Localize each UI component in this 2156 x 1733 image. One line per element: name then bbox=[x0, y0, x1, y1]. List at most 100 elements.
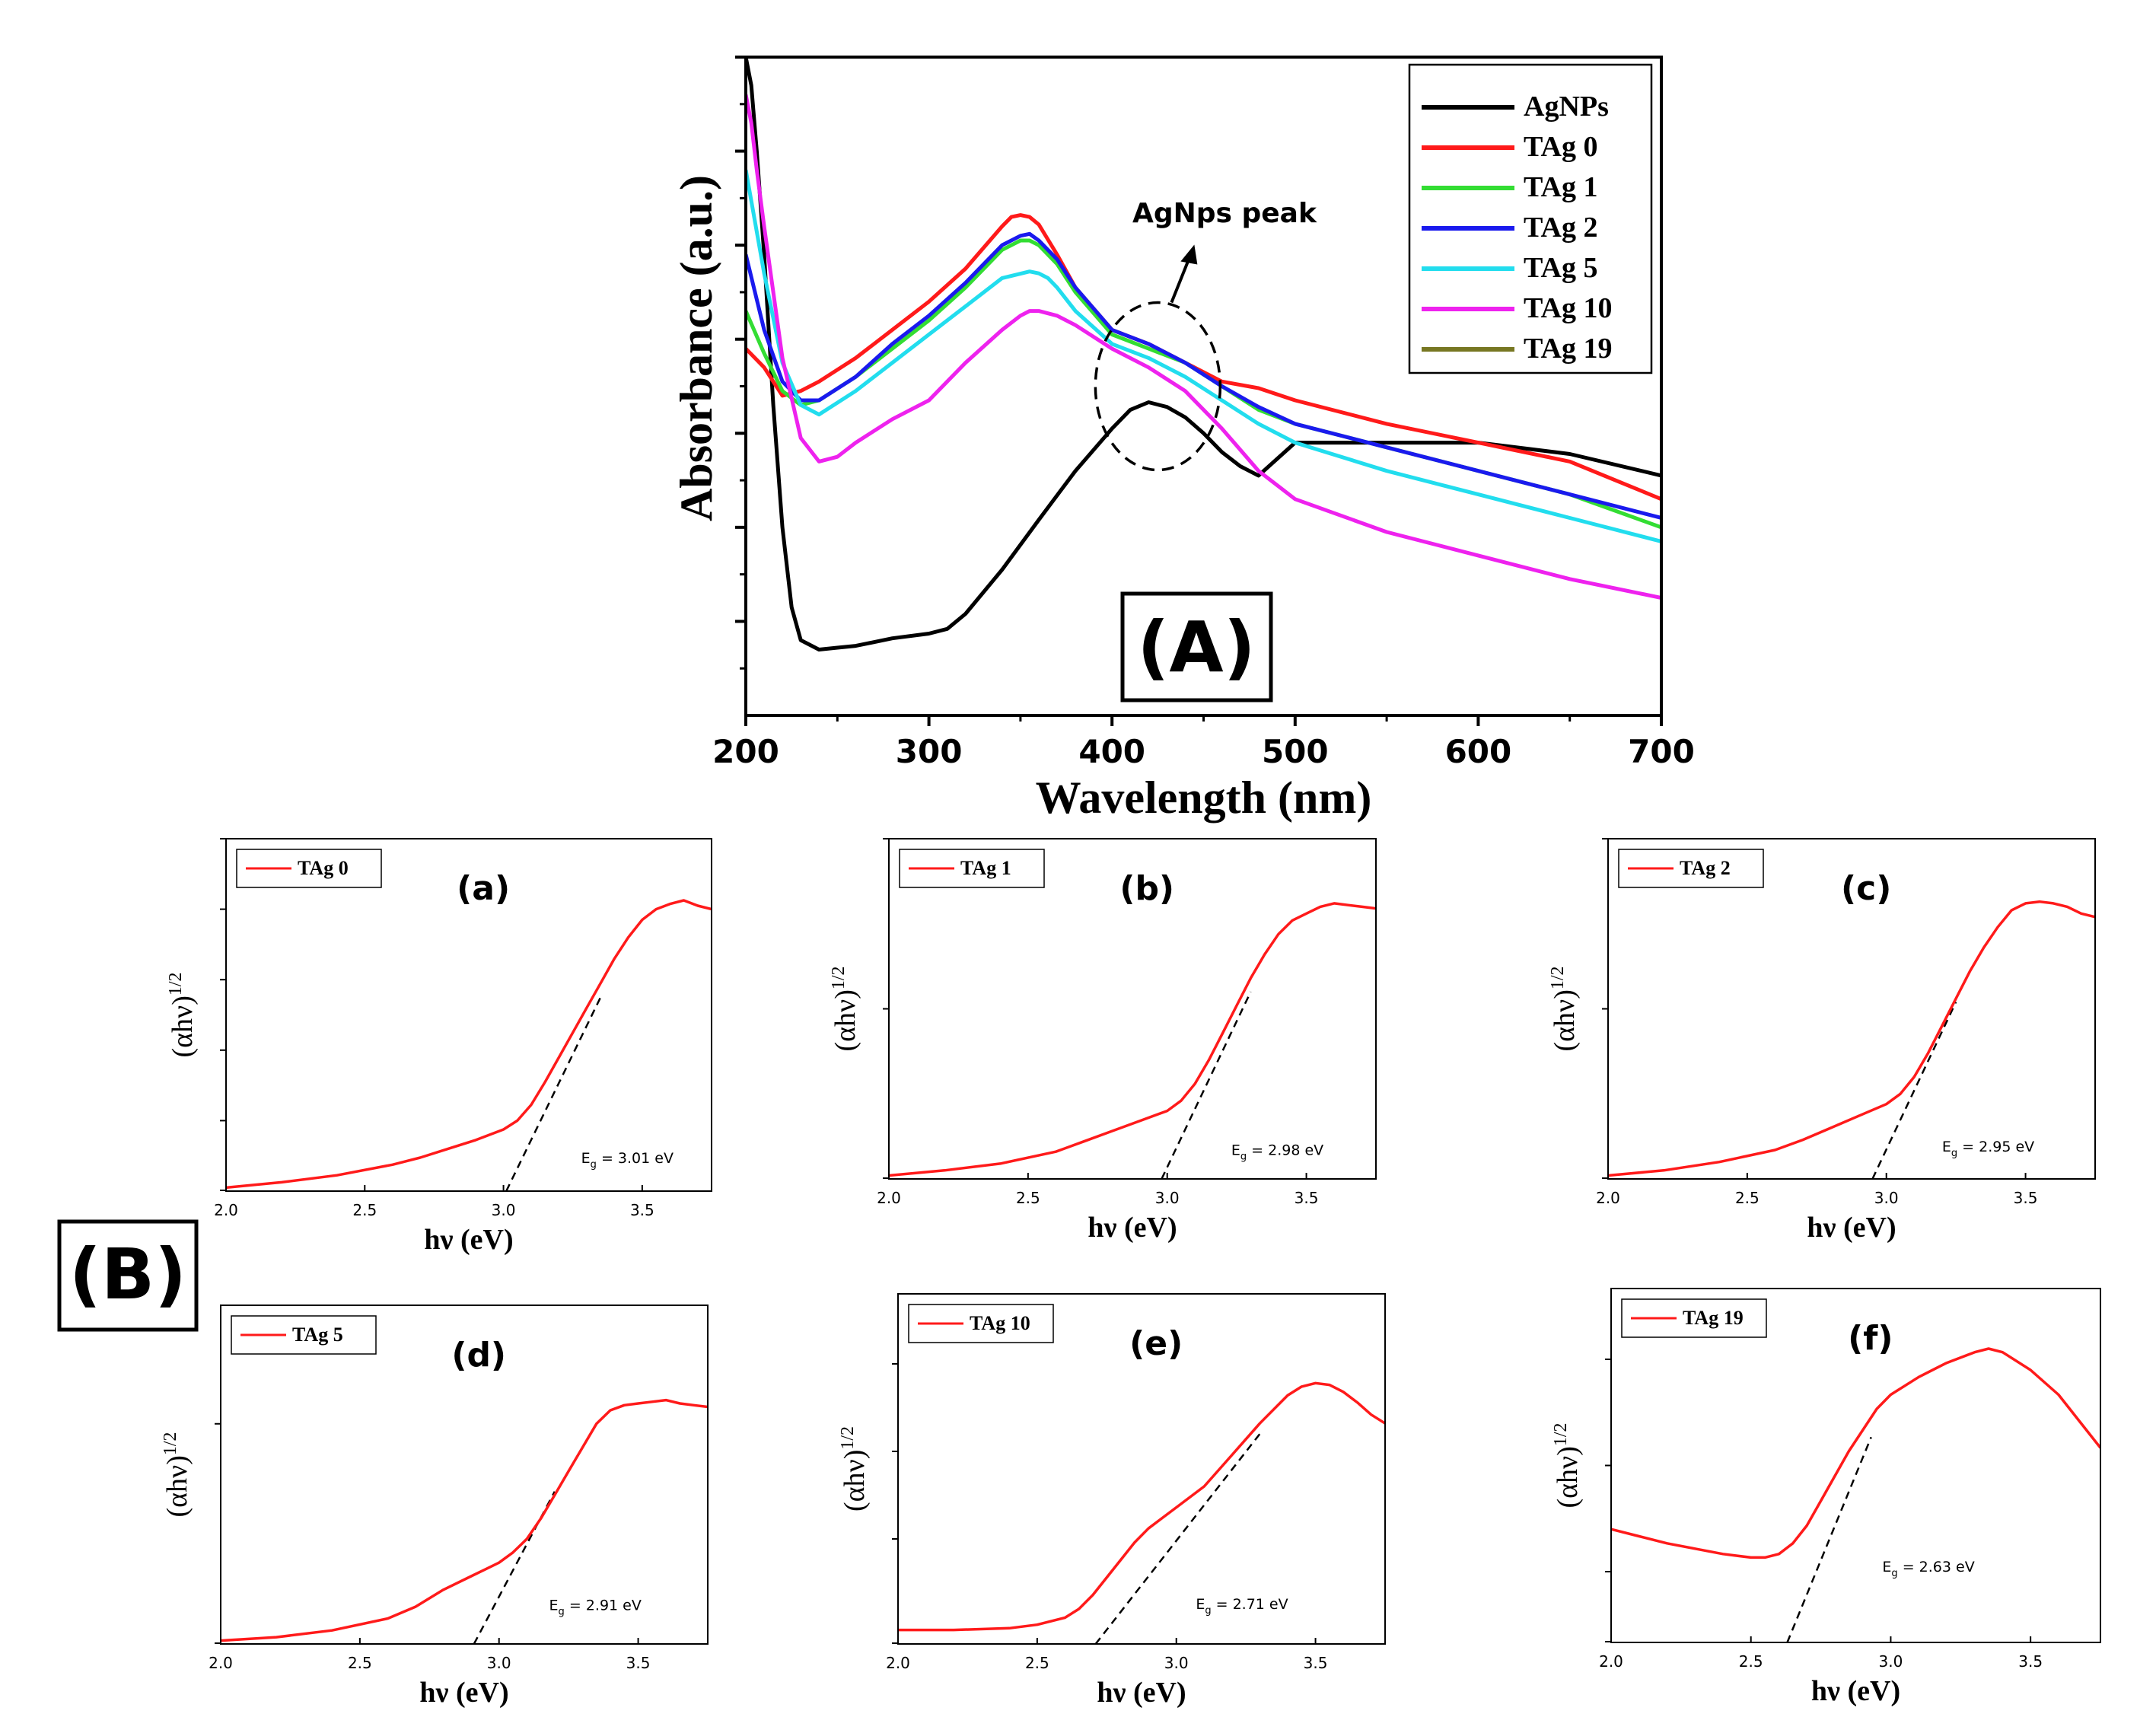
plot-frame bbox=[225, 838, 712, 1192]
tangent-line bbox=[505, 996, 602, 1191]
series-line-tag-0 bbox=[746, 213, 1661, 502]
x-tick-label: 3.5 bbox=[1295, 1189, 1319, 1207]
x-tick-label: 3.5 bbox=[630, 1201, 654, 1219]
inset-legend: TAg 10 bbox=[908, 1304, 1054, 1343]
x-tick-label: 2.5 bbox=[1739, 1652, 1763, 1671]
x-tick-label: 2.0 bbox=[1599, 1652, 1623, 1671]
legend-label: TAg 19 bbox=[1524, 333, 1612, 365]
y-axis-title: (αhν)1/2 bbox=[838, 1426, 871, 1512]
x-tick-label: 3.0 bbox=[1879, 1652, 1903, 1671]
inset-legend: TAg 5 bbox=[231, 1315, 377, 1355]
inset-legend: TAg 0 bbox=[236, 849, 382, 888]
main-legend: AgNPs TAg 0 TAg 1 TAg 2 TAg 5 TAg 10 TAg 19 bbox=[1408, 63, 1653, 374]
legend-label: TAg 10 bbox=[1524, 292, 1612, 324]
series-line-tag-0 bbox=[226, 899, 712, 1190]
series-line-tag-10 bbox=[898, 1381, 1385, 1632]
series-line-tag-5 bbox=[746, 169, 1661, 543]
x-tick-label: 2.5 bbox=[352, 1201, 377, 1219]
y-axis-title: (αhν)1/2 bbox=[1551, 1422, 1584, 1508]
tangent-line bbox=[1094, 1433, 1261, 1644]
y-axis-title: (αhν)1/2 bbox=[166, 972, 199, 1057]
x-tick-label: 3.5 bbox=[2014, 1189, 2038, 1207]
x-tick-label: 600 bbox=[1445, 733, 1512, 770]
x-tick-label: 700 bbox=[1628, 733, 1695, 770]
x-tick-label: 200 bbox=[712, 733, 779, 770]
x-tick-label: 2.5 bbox=[1016, 1189, 1040, 1207]
series-line-tag-19 bbox=[1611, 1347, 2100, 1559]
tangent-line bbox=[1161, 991, 1252, 1179]
panel-label-a: (a) bbox=[457, 869, 510, 908]
panel-a-label: (A) bbox=[1120, 591, 1273, 702]
bandgap-annotation: Eg = 2.71 eV bbox=[1196, 1596, 1288, 1617]
y-axis-title: (αhν)1/2 bbox=[161, 1432, 193, 1517]
plot-frame bbox=[220, 1305, 709, 1645]
x-tick-label: 3.5 bbox=[626, 1654, 651, 1672]
bandgap-annotation: Eg = 2.98 eV bbox=[1231, 1142, 1323, 1163]
x-tick-label: 3.0 bbox=[1164, 1654, 1189, 1672]
inset-legend: TAg 1 bbox=[899, 849, 1045, 888]
annotation-label: AgNps peak bbox=[1132, 198, 1317, 229]
panel-b-label: (B) bbox=[57, 1219, 199, 1332]
legend-label: TAg 5 bbox=[1524, 252, 1597, 284]
legend-label: TAg 19 bbox=[1683, 1307, 1744, 1329]
x-tick-label: 400 bbox=[1078, 733, 1145, 770]
x-tick-label: 500 bbox=[1262, 733, 1329, 770]
tangent-line bbox=[1786, 1436, 1872, 1642]
legend-label: TAg 0 bbox=[1524, 131, 1597, 163]
series-line-tag-5 bbox=[221, 1398, 708, 1642]
legend-label: TAg 5 bbox=[292, 1324, 343, 1346]
series-line-agnps bbox=[746, 57, 1661, 651]
x-tick-label: 2.0 bbox=[877, 1189, 901, 1207]
y-axis-title: Absorbance (a.u.) bbox=[671, 175, 721, 521]
panel-label-b: (b) bbox=[1119, 869, 1174, 908]
annotation-arrowhead bbox=[1180, 244, 1198, 265]
plot-frame bbox=[897, 1293, 1386, 1645]
x-axis-title: hν (eV) bbox=[1088, 1212, 1177, 1244]
bandgap-annotation: Eg = 3.01 eV bbox=[581, 1150, 674, 1171]
x-tick-label: 3.0 bbox=[1874, 1189, 1899, 1207]
x-tick-label: 300 bbox=[896, 733, 963, 770]
x-tick-label: 2.5 bbox=[1735, 1189, 1760, 1207]
x-tick-label: 3.5 bbox=[2018, 1652, 2043, 1671]
inset-legend: TAg 2 bbox=[1618, 849, 1764, 888]
x-tick-label: 2.5 bbox=[1025, 1654, 1049, 1672]
bandgap-annotation: Eg = 2.91 eV bbox=[549, 1598, 642, 1618]
annotation-ellipse bbox=[1094, 301, 1222, 472]
legend-label: TAg 1 bbox=[960, 857, 1011, 879]
panel-label-f: (f) bbox=[1848, 1319, 1893, 1358]
tauc-plot-c: 2.0 2.5 3.0 3.5 hν (eV) (αhν)1/2 (c) TAg 2 Eg = … bbox=[1548, 838, 2096, 1244]
x-tick-label: 2.0 bbox=[886, 1654, 910, 1672]
panel-label-e: (e) bbox=[1129, 1324, 1183, 1363]
series-line-tag-1 bbox=[889, 902, 1376, 1177]
x-tick-label: 2.0 bbox=[209, 1654, 233, 1672]
x-axis-title: hν (eV) bbox=[1807, 1212, 1896, 1244]
x-axis-title: Wavelength (nm) bbox=[1036, 773, 1372, 823]
series-line-tag-2 bbox=[746, 231, 1661, 520]
main-chart: 200 300 400 500 600 700 Wavelength (nm) Absorba… bbox=[671, 56, 1695, 823]
tauc-plot-b: 2.0 2.5 3.0 3.5 hν (eV) (αhν)1/2 (b) TAg 1 Eg = … bbox=[829, 838, 1377, 1244]
panel-label-c: (c) bbox=[1841, 869, 1891, 908]
panel-label-d: (d) bbox=[451, 1336, 506, 1375]
bandgap-annotation: Eg = 2.63 eV bbox=[1882, 1559, 1974, 1579]
series-line-tag-10 bbox=[746, 94, 1661, 600]
y-axis-title: (αhν)1/2 bbox=[1548, 966, 1581, 1051]
x-axis-title: hν (eV) bbox=[1811, 1675, 1900, 1707]
legend-label: TAg 1 bbox=[1524, 171, 1597, 203]
annotation-arrow bbox=[1170, 256, 1192, 304]
bandgap-annotation: Eg = 2.95 eV bbox=[1942, 1139, 2034, 1159]
tangent-line bbox=[1871, 1002, 1957, 1179]
x-tick-label: 3.0 bbox=[1155, 1189, 1180, 1207]
x-tick-label: 2.0 bbox=[214, 1201, 238, 1219]
x-axis-title: hν (eV) bbox=[419, 1677, 508, 1709]
inset-legend: TAg 19 bbox=[1621, 1298, 1767, 1338]
x-tick-label: 2.5 bbox=[348, 1654, 372, 1672]
legend-label: TAg 2 bbox=[1524, 212, 1597, 244]
tauc-plot-d: 2.0 2.5 3.0 3.5 hν (eV) (αhν)1/2 (d) TAg 5 Eg = … bbox=[161, 1305, 709, 1709]
tauc-plot-f: 2.0 2.5 3.0 3.5 hν (eV) (αhν)1/2 (f) TAg 19 Eg =… bbox=[1551, 1288, 2101, 1707]
panel-a-text: (A) bbox=[1137, 607, 1255, 688]
series-line-tag-2 bbox=[1608, 900, 2095, 1177]
x-tick-label: 3.0 bbox=[487, 1654, 511, 1672]
tauc-plot-a: 2.0 2.5 3.0 3.5 hν (eV) (αhν)1/2 (a) TAg 0 Eg = … bbox=[166, 838, 712, 1256]
x-axis-title: hν (eV) bbox=[1097, 1677, 1186, 1709]
